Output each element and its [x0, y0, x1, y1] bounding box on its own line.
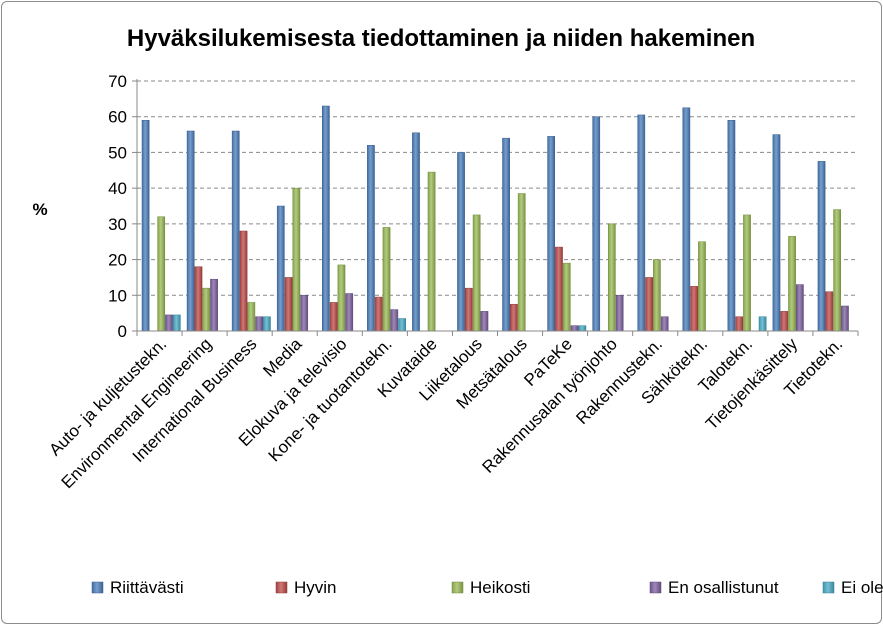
bar-riittavasti-tietotekn: [817, 161, 826, 332]
y-tick-label: 20: [108, 251, 127, 270]
bar-riittavasti-media: [276, 205, 285, 332]
bar-en-osallistunut-auto-ja-kuljetustekn: [165, 314, 173, 332]
bar-heikosti-liiketalous: [472, 214, 481, 332]
legend-swatch-heikosti: [451, 581, 464, 594]
bar-riittavasti-elokuva-ja-televisio: [322, 105, 330, 332]
bar-en-osallistunut-elokuva-ja-televisio: [345, 293, 354, 332]
bar-en-osallistunut-environmental-engineering: [210, 278, 218, 332]
y-tick-label: 10: [108, 286, 127, 305]
bar-en-osallistunut-international-business: [255, 316, 263, 332]
bar-heikosti-rakennusalan-tyonjohto: [607, 223, 616, 332]
bar-riittavasti-environmental-engineering: [186, 130, 195, 332]
legend-swatch-riittavasti: [91, 581, 104, 594]
bar-hyvin-tietojenkasittely: [780, 311, 789, 332]
bar-riittavasti-metsatalous: [502, 137, 510, 332]
y-axis-label: %: [32, 200, 47, 219]
bar-heikosti-kone-ja-tuotantotekn: [382, 227, 391, 332]
bar-heikosti-environmental-engineering: [202, 287, 211, 332]
bar-heikosti-international-business: [247, 302, 256, 332]
bar-en-osallistunut-tietojenkasittely: [796, 284, 804, 332]
bar-en-osallistunut-kone-ja-tuotantotekn: [390, 309, 399, 332]
bar-heikosti-tietojenkasittely: [788, 236, 796, 332]
bar-hyvin-kone-ja-tuotantotekn: [374, 296, 383, 332]
bar-riittavasti-tietojenkasittely: [772, 134, 781, 332]
legend-swatch-en-osallistunut: [649, 581, 662, 594]
y-tick-label: 50: [108, 143, 127, 162]
legend-label-ei-ole-jarjestetty: Ei ole järjestetty: [841, 578, 883, 597]
bar-en-osallistunut-rakennustekn: [660, 316, 669, 332]
bar-hyvin-sahkotekn: [690, 286, 698, 332]
bar-riittavasti-kone-ja-tuotantotekn: [367, 145, 375, 332]
bar-hyvin-pateke: [555, 246, 563, 332]
bar-hyvin-elokuva-ja-televisio: [329, 302, 338, 332]
bar-en-osallistunut-rakennusalan-tyonjohto: [615, 295, 624, 332]
y-tick-label: 60: [108, 108, 127, 127]
bar-heikosti-sahkotekn: [698, 241, 706, 332]
bar-riittavasti-sahkotekn: [682, 107, 691, 332]
axes: [136, 79, 859, 336]
bar-riittavasti-international-business: [231, 130, 240, 332]
y-tick-label: 0: [118, 322, 127, 341]
bar-hyvin-environmental-engineering: [194, 266, 203, 332]
bar-riittavasti-rakennustekn: [637, 114, 646, 332]
bar-riittavasti-auto-ja-kuljetustekn: [141, 120, 150, 332]
legend-label-hyvin: Hyvin: [294, 578, 337, 597]
bar-heikosti-elokuva-ja-televisio: [337, 264, 346, 332]
bar-hyvin-talotekn: [735, 316, 744, 332]
bar-heikosti-auto-ja-kuljetustekn: [157, 216, 166, 332]
bar-hyvin-rakennustekn: [645, 277, 653, 332]
bar-en-osallistunut-tietotekn: [841, 305, 849, 332]
bar-ei-ole-jarjestetty-kone-ja-tuotantotekn: [398, 318, 406, 332]
bar-heikosti-talotekn: [743, 214, 751, 332]
chart-title: Hyväksilukemisesta tiedottaminen ja niid…: [127, 25, 755, 52]
bar-heikosti-metsatalous: [517, 193, 526, 332]
legend: Riittävästi Hyvin Heikosti En osallistunut E…: [91, 578, 883, 597]
bar-riittavasti-pateke: [547, 136, 556, 332]
bar-hyvin-tietotekn: [825, 291, 834, 332]
bar-heikosti-media: [292, 187, 301, 332]
bar-ei-ole-jarjestetty-pateke: [578, 325, 587, 332]
bar-ei-ole-jarjestetty-auto-ja-kuljetustekn: [172, 314, 181, 332]
bar-riittavasti-liiketalous: [457, 152, 465, 332]
bar-heikosti-pateke: [562, 262, 571, 332]
y-tick-label: 30: [108, 215, 127, 234]
x-tick-labels: Auto- ja kuljetustekn.Environmental Engi…: [45, 334, 846, 492]
bar-ei-ole-jarjestetty-talotekn: [758, 316, 767, 332]
bar-hyvin-media: [284, 277, 293, 332]
bar-heikosti-tietotekn: [833, 209, 841, 332]
bar-hyvin-international-business: [239, 230, 248, 332]
legend-label-riittavasti: Riittävästi: [110, 578, 184, 597]
bar-riittavasti-kuvataide: [412, 132, 420, 332]
bar-riittavasti-talotekn: [727, 120, 736, 332]
bar-en-osallistunut-media: [300, 295, 309, 332]
y-tick-label: 70: [108, 72, 127, 91]
bar-heikosti-rakennustekn: [653, 259, 661, 332]
y-tick-label: 40: [108, 179, 127, 198]
legend-label-en-osallistunut: En osallistunut: [668, 578, 779, 597]
bar-heikosti-kuvataide: [427, 171, 436, 332]
bar-en-osallistunut-liiketalous: [480, 311, 489, 332]
bar-hyvin-liiketalous: [464, 287, 473, 332]
bars: [141, 105, 849, 332]
legend-swatch-hyvin: [275, 581, 288, 594]
legend-label-heikosti: Heikosti: [470, 578, 530, 597]
legend-swatch-ei-ole-jarjestetty: [822, 581, 835, 594]
bar-ei-ole-jarjestetty-international-business: [263, 316, 271, 332]
bar-hyvin-metsatalous: [510, 303, 518, 332]
gridlines: [137, 80, 858, 296]
bar-riittavasti-rakennusalan-tyonjohto: [592, 116, 601, 332]
y-tick-labels: 0 10 20 30 40 50 60 70: [108, 72, 137, 341]
bar-en-osallistunut-pateke: [570, 325, 579, 332]
